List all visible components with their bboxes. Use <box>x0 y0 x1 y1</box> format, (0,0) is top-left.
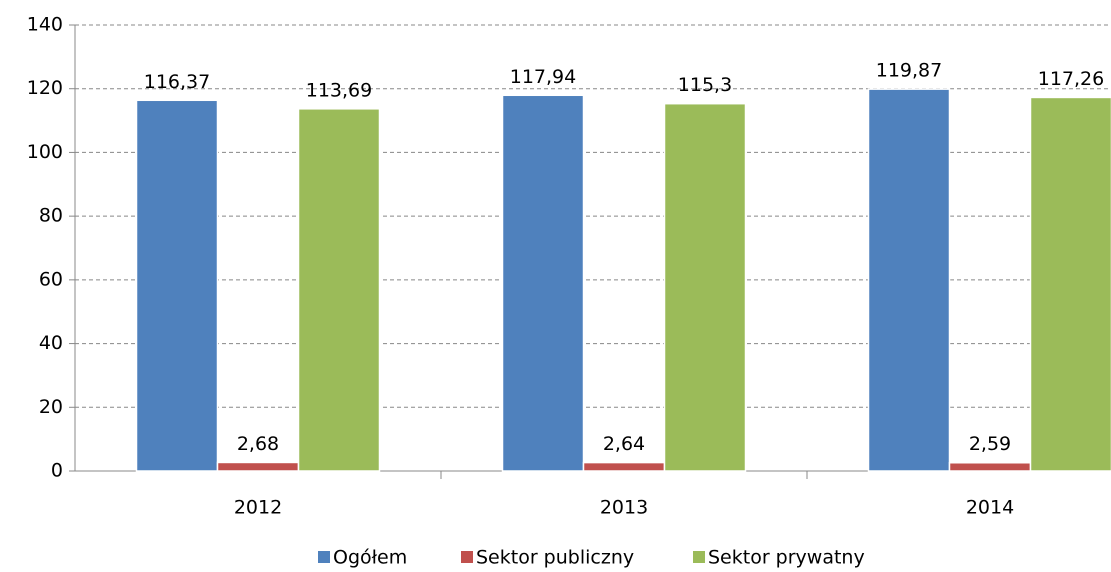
y-tick-label: 100 <box>27 141 63 163</box>
value-label: 117,26 <box>1038 68 1104 90</box>
legend-label: Sektor publiczny <box>476 547 634 569</box>
y-tick-label: 80 <box>39 205 63 227</box>
y-tick-label: 0 <box>51 460 63 482</box>
value-label: 113,69 <box>306 79 372 101</box>
bar <box>297 108 381 472</box>
value-label: 116,37 <box>144 71 210 93</box>
y-tick-label: 120 <box>27 77 63 99</box>
value-label: 2,64 <box>603 433 645 455</box>
value-label: 117,94 <box>510 66 576 88</box>
bar <box>216 461 300 472</box>
y-tick-label: 20 <box>39 396 63 418</box>
x-tick-label: 2013 <box>600 497 648 519</box>
value-label: 115,3 <box>678 74 732 96</box>
bar <box>867 88 951 472</box>
bar <box>948 461 1032 472</box>
legend-label: Ogółem <box>333 547 407 569</box>
bar <box>135 99 219 472</box>
y-tick-label: 140 <box>27 14 63 36</box>
legend-swatch <box>318 551 330 563</box>
y-tick-label: 60 <box>39 268 63 290</box>
value-label: 2,68 <box>237 433 279 455</box>
bar <box>582 461 666 472</box>
bar <box>663 102 747 472</box>
bar <box>501 94 585 472</box>
value-label: 2,59 <box>969 433 1011 455</box>
y-tick-label: 40 <box>39 332 63 354</box>
legend-swatch <box>461 551 473 563</box>
x-tick-label: 2012 <box>234 497 282 519</box>
legend-label: Sektor prywatny <box>708 547 865 569</box>
x-tick-label: 2014 <box>966 497 1014 519</box>
legend-swatch <box>693 551 705 563</box>
bar <box>1029 96 1111 472</box>
value-label: 119,87 <box>876 60 942 82</box>
